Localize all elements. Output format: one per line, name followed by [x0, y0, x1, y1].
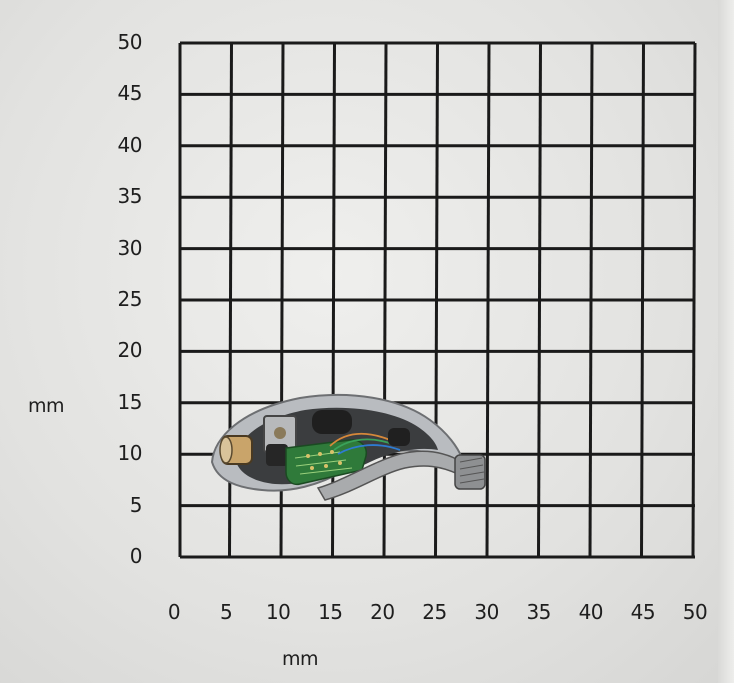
- x-tick-label: 15: [318, 600, 343, 624]
- y-tick-label: 45: [117, 81, 143, 106]
- x-tick-label: 40: [578, 600, 604, 624]
- x-tick-label: 45: [630, 600, 656, 624]
- x-tick-label: 20: [370, 600, 395, 624]
- solder-pads: [306, 450, 342, 470]
- paper-edge: [718, 0, 734, 683]
- grid-vertical-line: [485, 42, 491, 558]
- x-tick-label: 5: [219, 600, 233, 624]
- hearing-device-cross-section-photo-icon: [210, 393, 486, 501]
- receiver-component: [266, 444, 288, 466]
- y-tick-label: 5: [129, 492, 143, 517]
- y-tick-label: 35: [117, 184, 143, 209]
- y-tick-label: 25: [117, 287, 143, 311]
- microphone-opening: [219, 436, 233, 464]
- speaker-component: [312, 410, 352, 434]
- y-tick-label: 30: [117, 235, 143, 260]
- x-axis-unit-label: mm: [282, 648, 319, 670]
- switch-component: [388, 428, 410, 446]
- grid-vertical-line: [640, 42, 645, 558]
- x-tick-label: 10: [265, 600, 291, 624]
- y-tick-label: 0: [129, 544, 143, 568]
- y-tick-label: 10: [117, 441, 143, 466]
- grid-vertical-line: [537, 42, 542, 558]
- y-tick-label: 20: [117, 338, 143, 363]
- x-tick-label: 0: [167, 600, 181, 624]
- wires: [329, 432, 401, 455]
- x-tick-label: 50: [682, 600, 708, 624]
- grid-vertical-line: [588, 42, 594, 558]
- y-tick-label: 40: [117, 132, 143, 157]
- threaded-connector: [454, 454, 486, 490]
- contact-pin: [274, 427, 286, 439]
- y-axis-unit-label: mm: [28, 395, 65, 417]
- x-tick-label: 35: [526, 600, 551, 624]
- x-tick-label: 30: [474, 600, 499, 624]
- grid-vertical-line: [691, 42, 697, 558]
- y-tick-label: 15: [117, 389, 143, 414]
- y-tick-label: 50: [117, 30, 143, 54]
- x-tick-label: 25: [422, 600, 447, 624]
